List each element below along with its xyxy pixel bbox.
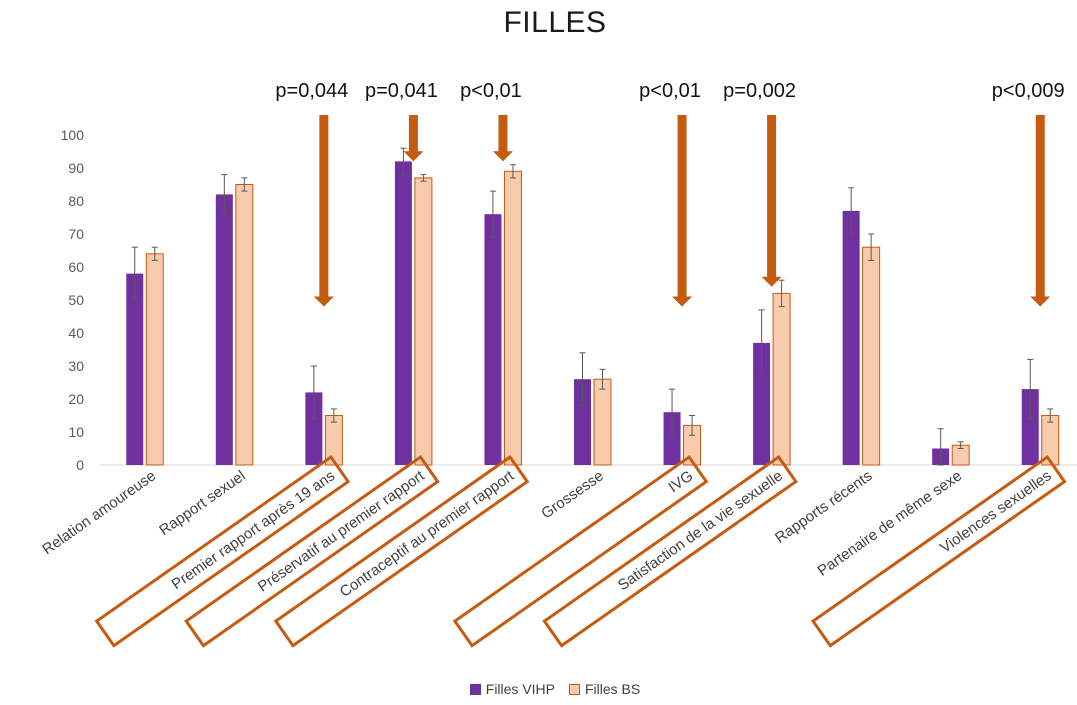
bar-vihp: [663, 412, 681, 465]
y-tick-label: 60: [68, 259, 84, 275]
category-label-group: Partenaire de même sexe: [815, 467, 965, 579]
y-axis: 0 10 20 30 40 50 60 70 80 90 100: [61, 127, 1077, 473]
y-tick-label: 30: [68, 358, 84, 374]
bar-bs: [145, 253, 164, 466]
y-tick-label: 70: [68, 226, 84, 242]
significance-highlight-box: [184, 454, 440, 648]
bar-vihp: [1021, 389, 1039, 465]
significance-highlight-box: [452, 454, 709, 648]
bar-vihp: [215, 194, 233, 465]
p-value-label: p=0,044: [275, 80, 348, 102]
bars: [126, 161, 1060, 466]
p-value-label: p<0,009: [992, 80, 1065, 102]
error-bars: [131, 147, 1054, 466]
bar-bs: [772, 292, 791, 466]
legend-item-bs: Filles BS: [569, 681, 640, 697]
p-value-label: p=0,002: [723, 80, 796, 102]
bar-bs: [414, 177, 433, 466]
bar-vihp: [574, 379, 591, 465]
significance-highlight-box: [810, 454, 1067, 648]
y-tick-label: 80: [68, 193, 84, 209]
legend-label-vihp: Filles VIHP: [485, 681, 555, 697]
category-label: Relation amoureuse: [39, 467, 159, 558]
significance-arrow: [1030, 115, 1051, 307]
y-tick-label: 90: [68, 160, 84, 176]
significance-highlight-box: [542, 454, 798, 648]
y-tick-label: 100: [61, 127, 85, 143]
legend-swatch-vihp: [469, 683, 481, 695]
category-label: Partenaire de même sexe: [815, 467, 965, 579]
bar-bs: [862, 246, 881, 466]
y-tick-label: 50: [68, 292, 84, 308]
annotations: p=0,044 p=0,041 p<0,01 p<0,01 p=0,002 p<0,009: [275, 80, 1065, 307]
significance-highlight-box: [94, 454, 351, 648]
p-value-label: p=0,041: [365, 80, 438, 102]
chart-title: FILLES: [503, 6, 607, 39]
y-tick-label: 0: [76, 457, 84, 473]
bar-vihp: [842, 210, 860, 465]
bar-vihp: [753, 342, 771, 465]
bar-bs: [235, 184, 254, 466]
significance-arrow: [761, 115, 782, 287]
bar-vihp: [305, 392, 323, 465]
category-label-group: Grossesse: [538, 467, 606, 522]
bar-bs: [593, 378, 612, 466]
p-value-label: p<0,01: [460, 80, 522, 102]
y-tick-label: 10: [68, 424, 84, 440]
legend-item-vihp: Filles VIHP: [469, 681, 555, 697]
significance-arrow: [672, 115, 693, 307]
bar-vihp: [394, 161, 412, 465]
legend: Filles VIHP Filles BS: [0, 681, 1077, 697]
significance-arrow: [313, 115, 334, 307]
significance-arrow: [492, 115, 513, 162]
legend-label-bs: Filles BS: [585, 681, 641, 697]
legend-swatch-bs: [569, 683, 580, 695]
category-label: Rapport sexuel: [156, 467, 248, 539]
bar-vihp: [126, 273, 144, 465]
y-tick-label: 40: [68, 325, 84, 341]
y-tick-label: 20: [68, 391, 84, 407]
significance-highlight-box: [273, 454, 530, 648]
category-label-group: Rapport sexuel: [156, 467, 248, 539]
bar-bs: [503, 170, 522, 466]
significance-arrow: [403, 115, 424, 162]
p-value-label: p<0,01: [639, 80, 701, 102]
category-label-group: Relation amoureuse: [39, 467, 159, 558]
category-label: Grossesse: [538, 467, 606, 522]
bar-vihp: [484, 214, 502, 465]
